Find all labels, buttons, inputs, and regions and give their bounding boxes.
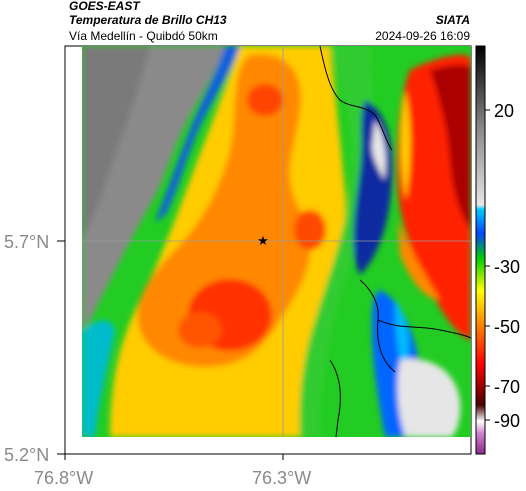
- latitude-axis: 5.7°N 5.2°N: [4, 232, 65, 465]
- lat-tick-label: 5.2°N: [4, 445, 49, 465]
- colorbar-label: -70: [494, 377, 520, 397]
- organization-label: SIATA: [435, 13, 470, 27]
- longitude-axis: 76.8°W 76.3°W: [34, 454, 311, 488]
- region-label: Vía Medellín - Quibdó 50km: [69, 29, 218, 43]
- product-title: Temperatura de Brillo CH13: [69, 13, 227, 27]
- lon-tick-label: 76.8°W: [34, 468, 93, 488]
- colorbar-label: -30: [494, 257, 520, 277]
- location-marker-icon: ★: [257, 233, 269, 248]
- colorbar: 20 -30 -50 -70 -90: [475, 45, 520, 455]
- colorbar-label: -50: [494, 317, 520, 337]
- lat-tick-label: 5.7°N: [4, 232, 49, 252]
- brightness-temperature-field: [82, 46, 471, 437]
- satellite-title: GOES-EAST: [69, 0, 140, 13]
- colorbar-label: -90: [494, 411, 520, 431]
- timestamp-label: 2024-09-26 16:09: [375, 29, 470, 43]
- lon-tick-label: 76.3°W: [252, 468, 311, 488]
- colorbar-label: 20: [494, 101, 514, 121]
